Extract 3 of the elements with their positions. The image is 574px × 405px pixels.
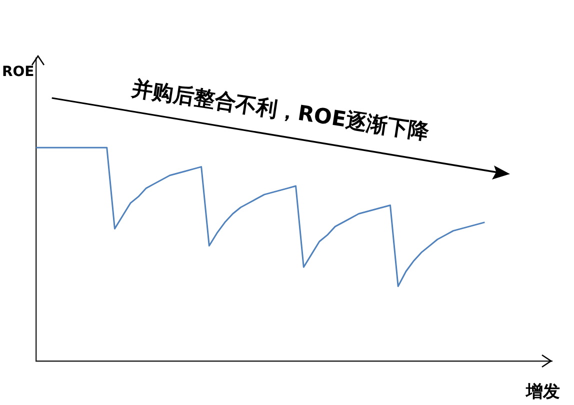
- x-axis-title: 增发: [526, 381, 560, 403]
- y-axis-title: ROE: [2, 64, 34, 80]
- text: 并购后整合不利，ROE逐渐下降: [130, 74, 432, 146]
